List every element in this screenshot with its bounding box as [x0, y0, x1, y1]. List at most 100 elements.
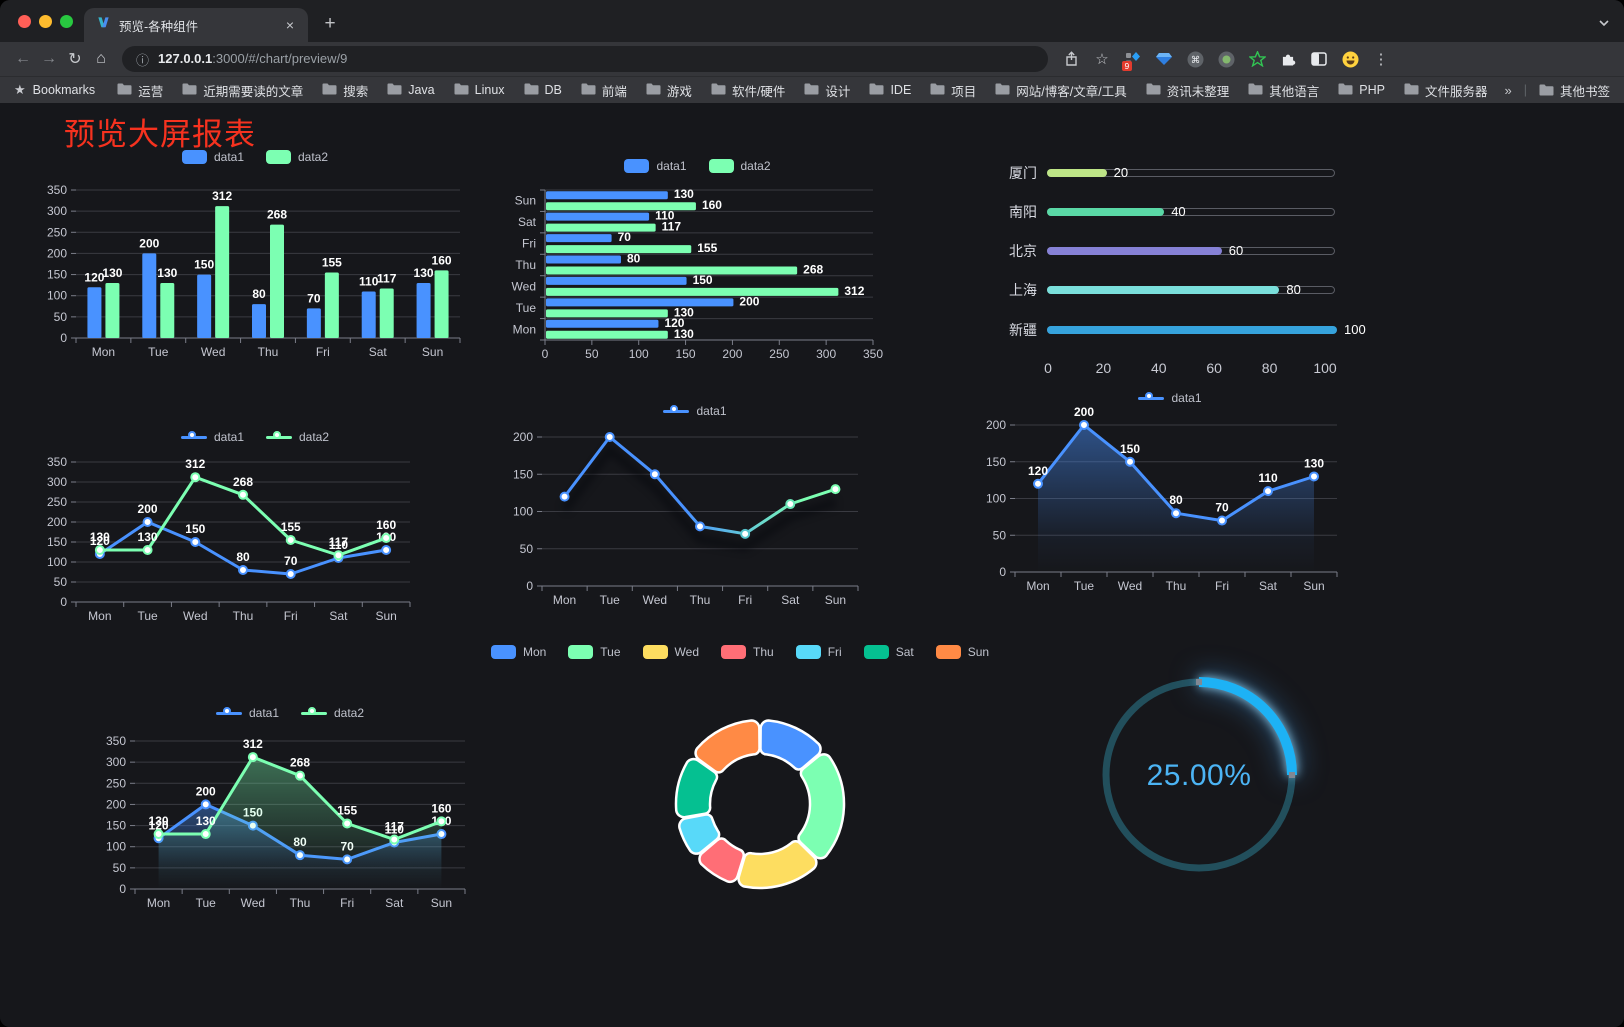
bookmark-folder-item[interactable]: 前端: [581, 81, 627, 100]
star-green-icon[interactable]: [1248, 50, 1266, 68]
back-button[interactable]: ←: [15, 50, 31, 67]
gem-icon[interactable]: [1155, 50, 1173, 68]
new-tab-button[interactable]: +: [324, 13, 336, 34]
tab-strip: 预览-各种组件 × +: [0, 0, 1624, 42]
tab-list-chevron-icon[interactable]: [1598, 14, 1610, 32]
home-button[interactable]: ⌂: [96, 50, 106, 67]
progress-row: 南阳 40: [995, 202, 1370, 222]
svg-text:110: 110: [329, 538, 349, 552]
site-info-icon[interactable]: ⓘ: [136, 52, 150, 68]
reload-button[interactable]: ↻: [68, 51, 82, 68]
bookmark-folder-item[interactable]: 资讯未整理: [1146, 81, 1229, 100]
emoji-extension-icon[interactable]: [1341, 50, 1359, 68]
legend-item[interactable]: Wed: [642, 645, 699, 659]
browser-tab[interactable]: 预览-各种组件 ×: [84, 8, 308, 42]
bookmarks-root[interactable]: ★ Bookmarks: [14, 82, 95, 98]
url-path: :3000/#/chart/preview/9: [212, 51, 348, 66]
svg-text:250: 250: [106, 776, 126, 790]
command-circle-icon[interactable]: ⌘: [1186, 50, 1204, 68]
legend-item[interactable]: Thu: [721, 645, 774, 659]
bookmark-folder-item[interactable]: 项目: [930, 81, 976, 100]
window-zoom-button[interactable]: [60, 15, 73, 28]
bookmark-folder-item[interactable]: 其他语言: [1248, 81, 1319, 100]
window-close-button[interactable]: [18, 15, 31, 28]
svg-text:312: 312: [185, 457, 205, 471]
legend-item[interactable]: Tue: [568, 645, 621, 659]
side-panel-icon[interactable]: [1310, 50, 1328, 68]
legend-item[interactable]: data2: [708, 159, 771, 173]
legend-item[interactable]: data2: [266, 430, 329, 444]
svg-text:200: 200: [139, 236, 159, 250]
svg-text:100: 100: [629, 347, 649, 361]
legend-item[interactable]: Sun: [935, 645, 990, 659]
share-icon[interactable]: [1062, 50, 1080, 68]
svg-text:Sun: Sun: [515, 194, 536, 208]
legend-item[interactable]: data2: [301, 706, 364, 720]
legend-item[interactable]: data1: [181, 150, 244, 164]
legend-item[interactable]: data1: [624, 159, 687, 173]
bookmark-folder-item[interactable]: 运营: [117, 81, 163, 100]
svg-text:268: 268: [803, 263, 823, 277]
bookmark-folder-item[interactable]: 游戏: [646, 81, 692, 100]
svg-text:50: 50: [520, 542, 534, 556]
bookmark-folder-item[interactable]: 设计: [804, 81, 850, 100]
bookmark-folder-item[interactable]: 文件服务器: [1404, 81, 1488, 100]
bookmark-folder-item[interactable]: 网站/博客/文章/工具: [995, 81, 1127, 100]
svg-text:120: 120: [664, 316, 684, 330]
legend-item[interactable]: data2: [266, 150, 328, 164]
svg-text:130: 130: [674, 187, 694, 201]
folder-icon: [182, 83, 197, 98]
tab-close-icon[interactable]: ×: [285, 17, 295, 33]
svg-text:120: 120: [149, 818, 169, 832]
bookmarks-overflow-icon[interactable]: »: [1504, 82, 1512, 98]
legend-item[interactable]: Sat: [863, 645, 914, 659]
other-bookmarks[interactable]: 其他书签: [1539, 81, 1610, 100]
svg-text:50: 50: [585, 347, 599, 361]
extension-grid-icon[interactable]: 9: [1122, 50, 1142, 71]
legend-item[interactable]: data1: [663, 404, 727, 418]
window-minimize-button[interactable]: [39, 15, 52, 28]
bookmark-label: 项目: [951, 84, 977, 99]
svg-text:150: 150: [513, 467, 533, 481]
forward-button[interactable]: →: [41, 50, 57, 67]
bookmark-folder-item[interactable]: 搜索: [322, 81, 368, 100]
puzzle-extensions-icon[interactable]: [1279, 50, 1297, 68]
legend-item[interactable]: Fri: [795, 645, 842, 659]
bookmark-folder-item[interactable]: DB: [524, 83, 562, 98]
bookmark-folder-item[interactable]: PHP: [1338, 83, 1385, 98]
legend-label: Sat: [895, 645, 914, 659]
bookmark-folder-item[interactable]: Linux: [454, 83, 505, 98]
url-bar[interactable]: ⓘ 127.0.0.1:3000/#/chart/preview/9: [122, 46, 1048, 72]
bookmark-star-icon[interactable]: ☆: [1095, 51, 1109, 68]
legend-item[interactable]: data1: [215, 706, 279, 720]
progress-label: 新疆: [1009, 322, 1037, 338]
legend-label: data1: [696, 404, 727, 418]
progress-label: 厦门: [1009, 165, 1037, 181]
legend-line-marker: [180, 430, 207, 444]
bookmark-folder-item[interactable]: Java: [387, 83, 435, 98]
legend-label: data2: [298, 150, 329, 164]
legend-line-marker: [266, 430, 292, 444]
legend-item[interactable]: data1: [180, 430, 244, 444]
bookmark-label: 文件服务器: [1424, 84, 1488, 99]
bookmark-folder-item[interactable]: 近期需要读的文章: [182, 81, 303, 100]
menu-kebab-icon[interactable]: ⋮: [1373, 51, 1389, 68]
svg-text:Sat: Sat: [781, 593, 800, 607]
progress-value: 40: [1171, 204, 1186, 219]
svg-text:300: 300: [47, 475, 67, 489]
bookmark-label: 前端: [601, 84, 627, 99]
svg-text:155: 155: [322, 255, 342, 269]
legend-item[interactable]: data1: [1138, 391, 1202, 405]
bookmarks-divider: |: [1523, 83, 1527, 97]
progress-row: 上海 80: [995, 280, 1370, 300]
svg-text:Tue: Tue: [196, 896, 217, 910]
window-controls: [18, 15, 73, 28]
bookmark-folder-item[interactable]: IDE: [869, 83, 911, 98]
svg-text:70: 70: [284, 554, 298, 568]
legend-item[interactable]: Mon: [490, 645, 546, 659]
legend-label: data2: [299, 430, 330, 444]
bookmark-folder-item[interactable]: 软件/硬件: [711, 81, 785, 100]
record-circle-icon[interactable]: [1217, 50, 1235, 68]
legend-label: Sun: [967, 645, 990, 659]
bookmark-label: 网站/博客/文章/工具: [1016, 84, 1127, 99]
